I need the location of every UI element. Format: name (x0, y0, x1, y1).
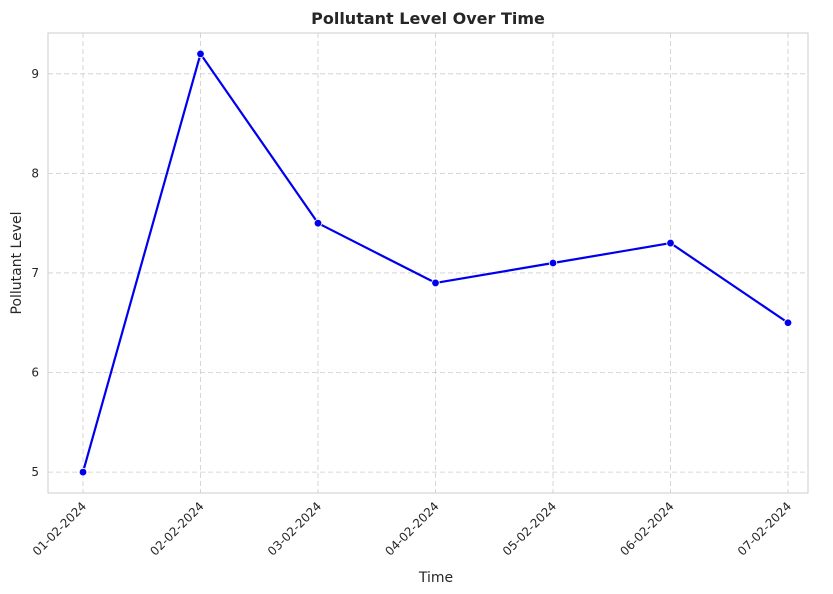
y-axis-label: Pollutant Level (9, 212, 25, 315)
y-tick-label: 9 (31, 67, 39, 81)
data-point (666, 238, 675, 248)
x-tick-label: 03-02-2024 (265, 499, 324, 558)
data-point (78, 467, 88, 477)
data-points (78, 49, 793, 477)
y-tick-label: 6 (31, 366, 39, 380)
data-point (196, 49, 205, 59)
y-tick-label: 5 (31, 465, 39, 479)
x-tick-label: 01-02-2024 (30, 499, 89, 558)
plot-frame (47, 32, 809, 494)
chart-title: Pollutant Level Over Time (311, 9, 545, 28)
x-tick-labels: 01-02-2024 02-02-2024 03-02-2024 04-02-2024… (30, 499, 794, 558)
plot-background (48, 33, 808, 493)
y-tick-label: 8 (31, 166, 39, 180)
data-point (548, 258, 558, 268)
x-axis-label: Time (418, 570, 453, 586)
x-tick-label: 05-02-2024 (500, 499, 559, 558)
data-point (431, 278, 440, 288)
x-tick-label: 04-02-2024 (382, 499, 441, 558)
y-tick-labels: 5 6 7 8 9 (31, 67, 39, 479)
y-tick-label: 7 (31, 266, 39, 280)
data-point (313, 218, 323, 228)
x-tick-label: 07-02-2024 (735, 499, 794, 558)
grid-layer (48, 33, 808, 493)
x-tick-label: 06-02-2024 (617, 499, 676, 558)
x-tick-label: 02-02-2024 (147, 499, 206, 558)
data-point (783, 318, 793, 327)
